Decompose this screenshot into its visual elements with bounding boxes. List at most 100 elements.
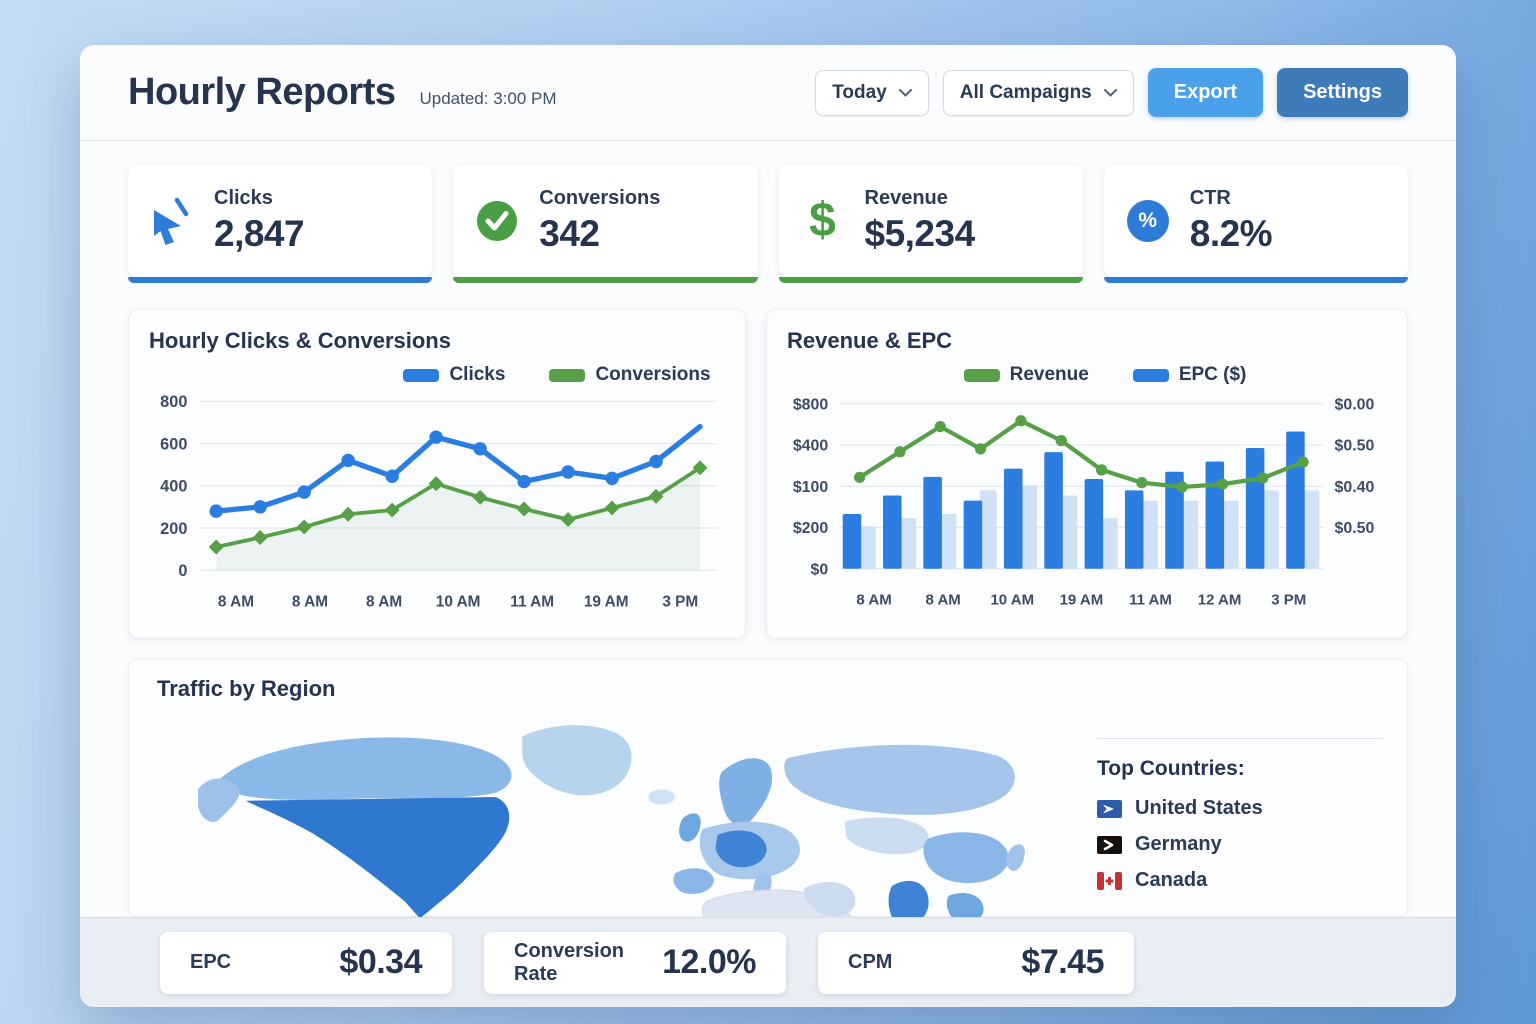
- kpi-row: Clicks 2,847 Conversions 342 $ Revenue: [80, 141, 1456, 283]
- footer-stats-strip: EPC $0.34 Conversion Rate 12.0% CPM $7.4…: [80, 917, 1456, 1007]
- revenue-epc-bar-chart: $800 $400 $100 $200 $0 $0.00 $0.50 $0.40 $0.50 8 …: [793, 396, 1375, 608]
- svg-text:0: 0: [178, 562, 187, 580]
- svg-text:600: 600: [160, 435, 187, 453]
- svg-text:12 AM: 12 AM: [1198, 591, 1242, 608]
- svg-text:11 AM: 11 AM: [510, 594, 554, 611]
- date-range-dropdown[interactable]: Today: [815, 69, 929, 116]
- stat-label: EPC: [190, 951, 232, 973]
- stat-card-conversion-rate: Conversion Rate 12.0%: [484, 931, 786, 994]
- kpi-card-conversions: Conversions 342: [453, 165, 758, 283]
- svg-text:8 AM: 8 AM: [856, 591, 891, 608]
- epc-legend-swatch: [1132, 368, 1169, 382]
- country-name: United States: [1135, 797, 1263, 819]
- kpi-card-revenue: $ Revenue $5,234: [778, 165, 1084, 283]
- svg-text:$800: $800: [793, 396, 829, 413]
- chart-title: Revenue & EPC: [787, 328, 953, 353]
- country-name: Canada: [1135, 869, 1208, 891]
- header-controls: Today All Campaigns Export Settings: [815, 68, 1408, 117]
- stat-value: $7.45: [1021, 943, 1104, 981]
- svg-text:$400: $400: [793, 438, 829, 455]
- check-icon: [471, 199, 523, 243]
- stat-card-cpm: CPM $7.45: [818, 931, 1134, 994]
- legend-label: Clicks: [449, 364, 506, 385]
- canada-flag-icon: [1097, 871, 1122, 890]
- chart-legend: Clicks Conversions: [269, 364, 845, 386]
- germany-flag-icon: [1097, 835, 1122, 854]
- kpi-value: $5,234: [864, 213, 976, 254]
- stat-label: Conversion Rate: [514, 939, 625, 985]
- header: Hourly Reports Updated: 3:00 PM Today Al…: [80, 45, 1456, 141]
- svg-text:$0: $0: [811, 561, 829, 578]
- conversions-legend-swatch: [549, 368, 586, 382]
- svg-text:800: 800: [160, 393, 187, 411]
- kpi-card-ctr: % CTR 8.2%: [1103, 165, 1409, 283]
- clicks-conversions-chart-card: Hourly Clicks & Conversions Clicks Conve…: [128, 309, 746, 639]
- svg-text:200: 200: [160, 520, 187, 538]
- svg-text:8 AM: 8 AM: [218, 594, 254, 611]
- svg-text:$100: $100: [793, 479, 829, 496]
- chevron-down-icon: [898, 88, 912, 97]
- svg-text:$0.50: $0.50: [1335, 438, 1375, 455]
- percent-icon: %: [1122, 200, 1174, 242]
- svg-text:19 AM: 19 AM: [584, 594, 629, 611]
- svg-text:10 AM: 10 AM: [990, 591, 1034, 608]
- settings-button[interactable]: Settings: [1277, 68, 1408, 117]
- top-countries-heading: Top Countries:: [1097, 757, 1245, 780]
- traffic-by-region-section: Traffic by Region: [128, 659, 1408, 924]
- svg-text:3 PM: 3 PM: [1271, 591, 1306, 608]
- campaign-dropdown[interactable]: All Campaigns: [942, 69, 1134, 116]
- svg-text:$0.50: $0.50: [1335, 520, 1375, 537]
- legend-label: Revenue: [1009, 364, 1089, 385]
- stat-value: 12.0%: [662, 943, 756, 981]
- cursor-icon: [146, 197, 198, 245]
- stat-label: CPM: [848, 951, 893, 973]
- country-row-us: United States: [1097, 797, 1383, 820]
- kpi-value: 2,847: [214, 213, 305, 254]
- country-name: Germany: [1135, 833, 1222, 855]
- svg-text:3 PM: 3 PM: [662, 594, 698, 611]
- campaign-value: All Campaigns: [959, 81, 1092, 103]
- legend-label: EPC ($): [1178, 364, 1247, 385]
- svg-text:8 AM: 8 AM: [926, 591, 961, 608]
- dollar-icon: $: [809, 194, 836, 247]
- svg-text:8 AM: 8 AM: [292, 594, 328, 611]
- clicks-legend-swatch: [403, 368, 440, 382]
- date-range-value: Today: [832, 81, 887, 103]
- top-countries-panel: Top Countries: United States Germany: [1097, 738, 1383, 924]
- svg-text:10 AM: 10 AM: [436, 594, 481, 611]
- chart-legend: Revenue EPC ($): [805, 364, 1405, 386]
- export-button[interactable]: Export: [1147, 68, 1264, 117]
- kpi-label: Clicks: [214, 187, 273, 209]
- map-title: Traffic by Region: [157, 676, 336, 701]
- country-row-canada: Canada: [1097, 869, 1383, 892]
- updated-timestamp: Updated: 3:00 PM: [419, 88, 557, 108]
- stat-card-epc: EPC $0.34: [160, 931, 452, 994]
- page-title: Hourly Reports: [128, 71, 396, 113]
- world-map: [197, 725, 1025, 924]
- kpi-value: 8.2%: [1189, 213, 1273, 254]
- clicks-conversions-line-chart: 800 600 400 200 0 8 AM 8 AM 8 AM 10 AM 11 AM 19 AM…: [160, 393, 718, 611]
- svg-text:8 AM: 8 AM: [366, 594, 402, 611]
- charts-row: Hourly Clicks & Conversions Clicks Conve…: [80, 283, 1456, 639]
- stat-value: $0.34: [339, 943, 422, 981]
- dashboard-panel: Hourly Reports Updated: 3:00 PM Today Al…: [80, 45, 1456, 1007]
- us-flag-icon: [1097, 799, 1122, 818]
- kpi-label: Revenue: [864, 187, 948, 209]
- chevron-down-icon: [1103, 88, 1117, 97]
- kpi-card-clicks: Clicks 2,847: [128, 165, 433, 283]
- revenue-legend-swatch: [963, 368, 1000, 382]
- country-row-germany: Germany: [1097, 833, 1383, 856]
- kpi-label: Conversions: [539, 187, 661, 209]
- svg-text:400: 400: [160, 478, 187, 496]
- svg-text:11 AM: 11 AM: [1129, 591, 1172, 608]
- divider: [1097, 738, 1383, 739]
- kpi-label: CTR: [1189, 187, 1231, 209]
- legend-label: Conversions: [595, 364, 711, 385]
- revenue-epc-chart-card: Revenue & EPC Revenue EPC ($) $800 $400 $1…: [766, 309, 1408, 639]
- svg-text:19 AM: 19 AM: [1060, 591, 1104, 608]
- kpi-value: 342: [539, 213, 600, 254]
- svg-text:$200: $200: [793, 520, 829, 537]
- svg-text:$0.40: $0.40: [1335, 479, 1375, 496]
- svg-text:$0.00: $0.00: [1335, 396, 1375, 413]
- chart-title: Hourly Clicks & Conversions: [149, 328, 451, 353]
